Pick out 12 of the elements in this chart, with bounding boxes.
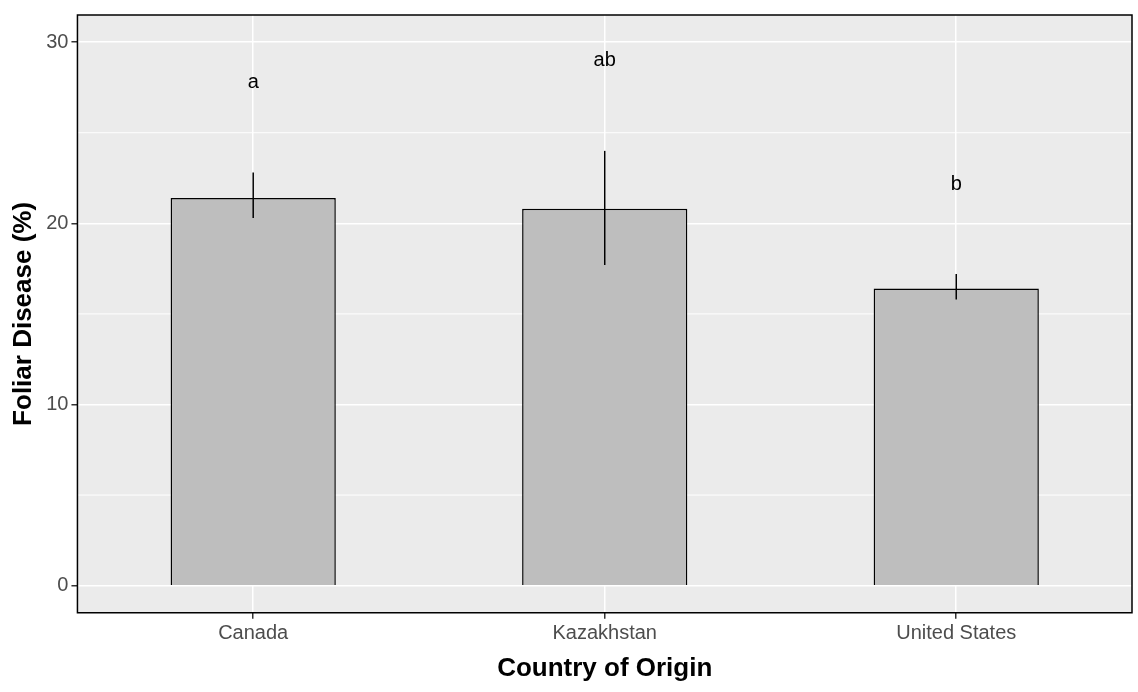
annotation: a: [247, 70, 260, 93]
y-tick-label: 30: [46, 29, 69, 52]
x-tick-label: Kazakhstan: [552, 621, 657, 644]
y-tick-label: 20: [46, 210, 69, 233]
y-axis-title: Foliar Disease (%): [6, 201, 37, 426]
annotation: ab: [593, 48, 616, 71]
y-tick-label: 0: [57, 573, 69, 596]
x-axis-title: Country of Origin: [497, 651, 713, 682]
annotation: b: [950, 171, 962, 194]
x-tick-label: United States: [896, 621, 1017, 644]
x-tick-label: Canada: [218, 621, 290, 644]
y-tick-label: 10: [46, 391, 69, 414]
